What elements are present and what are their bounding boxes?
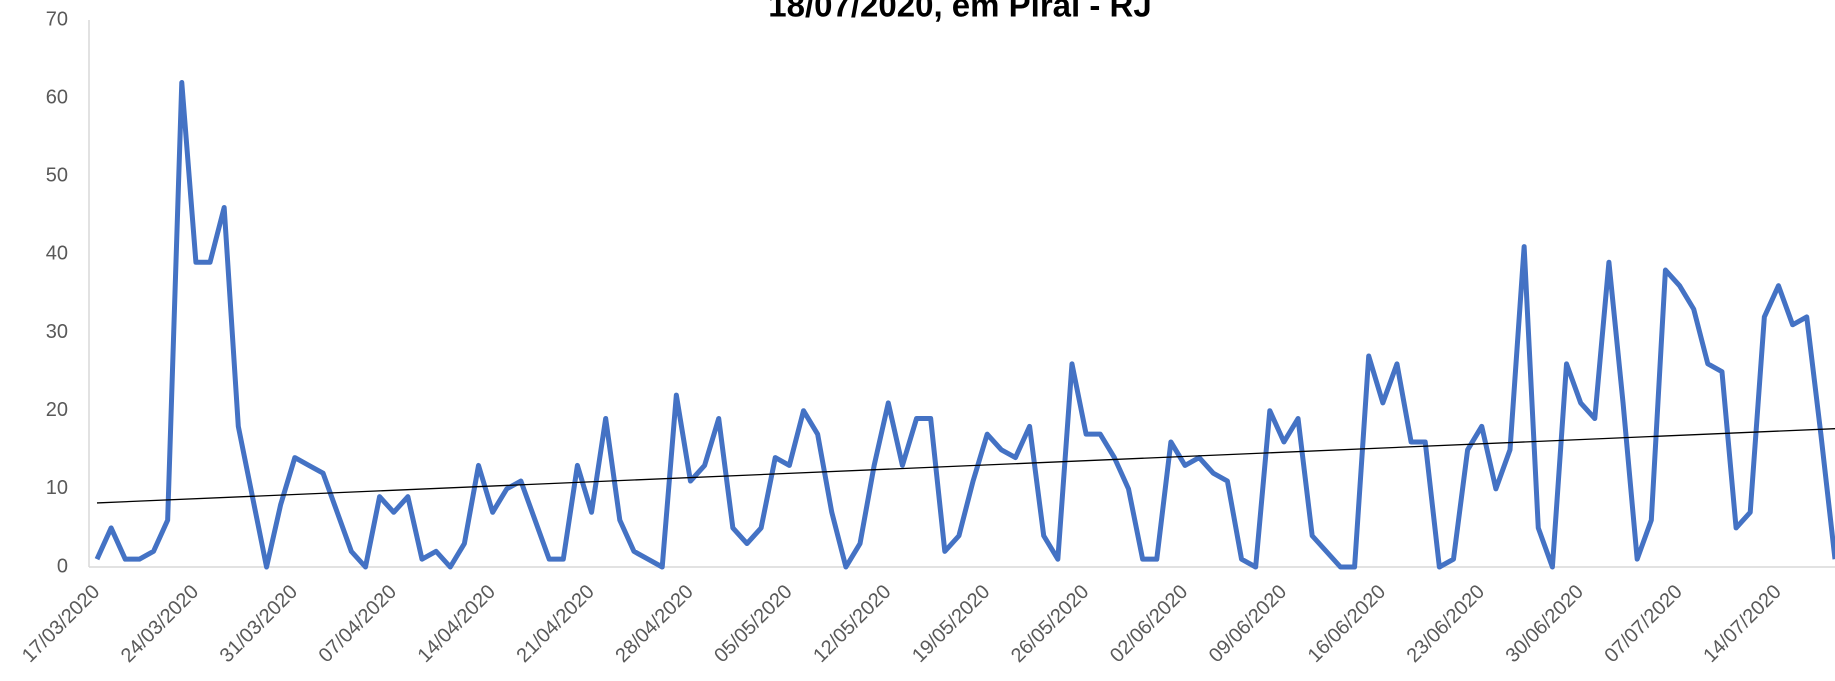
y-tick-label: 60 [46,86,68,108]
x-tick-label: 23/06/2020 [1403,581,1489,667]
x-tick-label: 28/04/2020 [611,581,697,667]
x-tick-label: 17/03/2020 [18,581,104,667]
x-tick-label: 07/07/2020 [1600,581,1686,667]
x-tick-label: 30/06/2020 [1502,581,1588,667]
x-tick-label: 12/05/2020 [809,581,895,667]
y-tick-label: 20 [46,399,68,421]
y-tick-label: 30 [46,321,68,343]
x-tick-label: 14/04/2020 [414,581,500,667]
y-tick-label: 50 [46,165,68,187]
y-tick-label: 10 [46,477,68,499]
x-tick-label: 24/03/2020 [117,581,203,667]
x-tick-label: 09/06/2020 [1205,581,1291,667]
x-tick-label: 16/06/2020 [1304,581,1390,667]
y-tick-label: 70 [46,8,68,30]
x-tick-label: 26/05/2020 [1007,581,1093,667]
y-tick-label: 40 [46,243,68,265]
x-tick-label: 31/03/2020 [216,581,302,667]
x-tick-label: 19/05/2020 [908,581,994,667]
trend-line [96,428,1835,504]
x-tick-label: 21/04/2020 [512,581,598,667]
x-tick-label: 14/07/2020 [1699,581,1785,667]
x-tick-label: 07/04/2020 [315,581,401,667]
data-line [94,80,1835,570]
y-tick-label: 0 [57,555,68,577]
x-tick-label: 05/05/2020 [710,581,796,667]
x-tick-label: 02/06/2020 [1106,581,1192,667]
chart-title: 18/07/2020, em Piraí - RJ [768,0,1151,24]
